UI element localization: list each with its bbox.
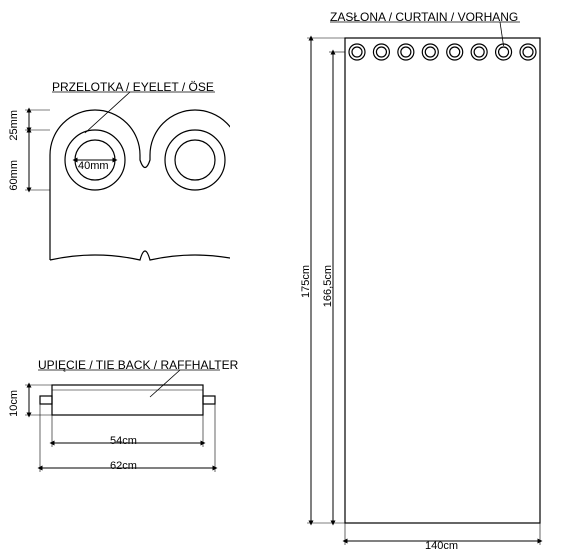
curtain-dim-166: 166,5cm [322, 265, 334, 307]
eyelet-dim-40: 40mm [78, 160, 109, 172]
eyelet-dim-60: 60mm [8, 160, 20, 191]
curtain-label: ZASŁONA / CURTAIN / VORHANG [330, 10, 518, 24]
curtain-dim-140: 140cm [425, 540, 458, 552]
curtain-dim-175: 175cm [300, 265, 312, 298]
tieback-dim-10: 10cm [8, 390, 20, 417]
eyelet-label: PRZELOTKA / EYELET / ÖSE [52, 80, 214, 94]
tieback-dim-62: 62cm [110, 460, 137, 472]
tieback-label: UPIĘCIE / TIE BACK / RAFFHALTER [38, 358, 238, 372]
eyelet-dim-25: 25mm [8, 110, 20, 141]
tieback-dim-54: 54cm [110, 435, 137, 447]
